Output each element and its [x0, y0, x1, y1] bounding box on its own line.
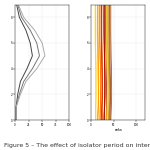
Text: Figure 5 – The effect of isolator period on inter-story drift: Figure 5 – The effect of isolator period… [4, 144, 150, 148]
X-axis label: rela: rela [114, 128, 122, 132]
